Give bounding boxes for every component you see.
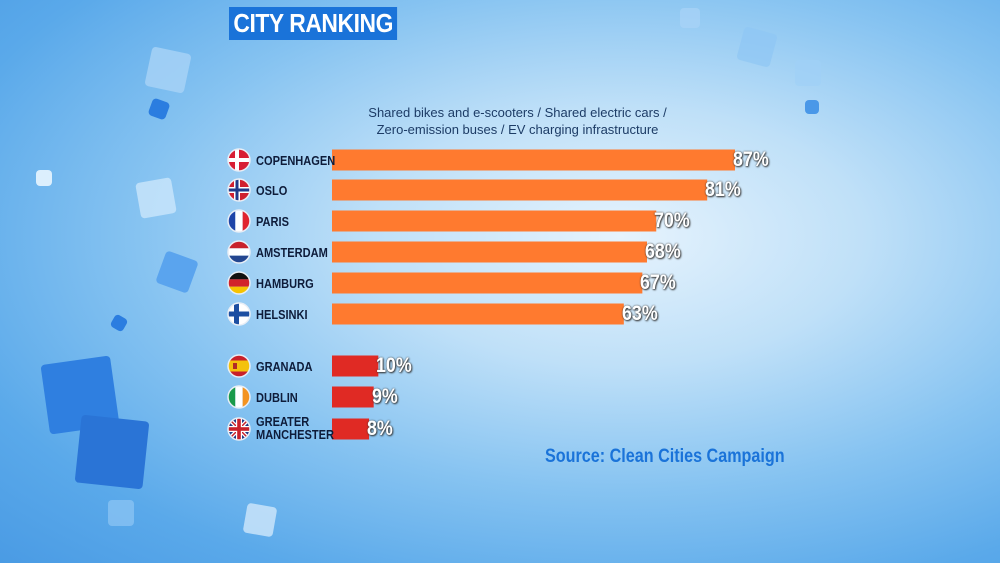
decorative-cube (36, 170, 52, 186)
flag-part (228, 427, 250, 431)
value-label: 81% (705, 178, 741, 201)
city-label: COPENHAGEN (256, 153, 336, 168)
flag-body (228, 241, 250, 263)
bar-hamburg (332, 272, 643, 294)
subtitle-line: Zero-emission buses / EV charging infras… (376, 122, 659, 137)
flag-part (228, 286, 250, 294)
value-label: 8% (367, 417, 393, 440)
city-label: OSLO (256, 183, 288, 198)
city-label: HELSINKI (256, 307, 308, 322)
decorative-cube (805, 100, 819, 114)
flag-part (228, 241, 250, 249)
uk-flag-icon (227, 417, 251, 441)
flag-body (228, 272, 250, 294)
city-label: GREATER MANCHESTER (256, 415, 334, 441)
flag-body (228, 303, 250, 325)
flag-part (228, 386, 236, 408)
city-label-line: MANCHESTER (256, 427, 334, 442)
flag-part (235, 386, 243, 408)
flag-part (228, 210, 236, 232)
value-label: 87% (733, 148, 769, 171)
ireland-flag-icon (227, 385, 251, 409)
flag-part (228, 272, 250, 280)
bar-copenhagen (332, 149, 735, 171)
decorative-cube (795, 60, 821, 86)
flag-part (228, 255, 250, 263)
flag-part (228, 371, 250, 377)
flag-part (228, 360, 250, 372)
france-flag-icon (227, 209, 251, 233)
flag-body (228, 210, 250, 232)
flag-part (228, 158, 250, 162)
norway-flag-icon (227, 178, 251, 202)
flag-body (228, 149, 250, 171)
city-label: PARIS (256, 214, 289, 229)
flag-border (227, 178, 251, 202)
city-label: HAMBURG (256, 276, 314, 291)
value-label: 70% (654, 209, 690, 232)
value-label: 67% (640, 271, 677, 294)
flag-part (242, 210, 250, 232)
flag-border (227, 271, 251, 295)
flag-border (227, 354, 251, 378)
spain-flag-icon (227, 354, 251, 378)
city-label: AMSTERDAM (256, 245, 328, 260)
finland-flag-icon (227, 302, 251, 326)
flag-part (235, 210, 243, 232)
city-label: GRANADA (256, 359, 313, 374)
bar-oslo (332, 179, 708, 201)
bar-amsterdam (332, 241, 647, 263)
value-label: 10% (376, 354, 413, 377)
chart-title: CITY RANKING (229, 7, 398, 40)
flag-body (228, 386, 250, 408)
flag-border (227, 302, 251, 326)
subtitle-line: Shared bikes and e-scooters / Shared ele… (368, 105, 667, 120)
decorative-cube (680, 8, 700, 28)
germany-flag-icon (227, 271, 251, 295)
flag-part (233, 363, 237, 369)
flag-part (228, 311, 250, 317)
netherlands-flag-icon (227, 240, 251, 264)
flag-border (227, 148, 251, 172)
city-label: DUBLIN (256, 390, 298, 405)
chart-subtitle: Shared bikes and e-scooters / Shared ele… (365, 104, 670, 138)
bar-dublin (332, 386, 374, 408)
flag-border (227, 385, 251, 409)
bar-granada (332, 355, 379, 377)
denmark-flag-icon (227, 148, 251, 172)
bar-greater-manchester (332, 418, 370, 440)
city-label-line: GREATER (256, 414, 310, 429)
flag-border (227, 209, 251, 233)
flag-border (227, 417, 251, 441)
flag-part (228, 279, 250, 287)
flag-part (242, 386, 250, 408)
flag-border (227, 240, 251, 264)
bar-paris (332, 210, 657, 232)
flag-body (228, 355, 250, 377)
flag-part (228, 248, 250, 256)
flag-part (228, 355, 250, 361)
value-label: 9% (371, 385, 398, 408)
decorative-cube (108, 500, 134, 526)
flag-part (228, 188, 250, 192)
flag-body (228, 179, 250, 201)
bar-helsinki (332, 303, 624, 325)
value-label: 68% (644, 240, 681, 263)
source-note: Source: Clean Cities Campaign (545, 446, 785, 467)
value-label: 63% (621, 302, 658, 325)
